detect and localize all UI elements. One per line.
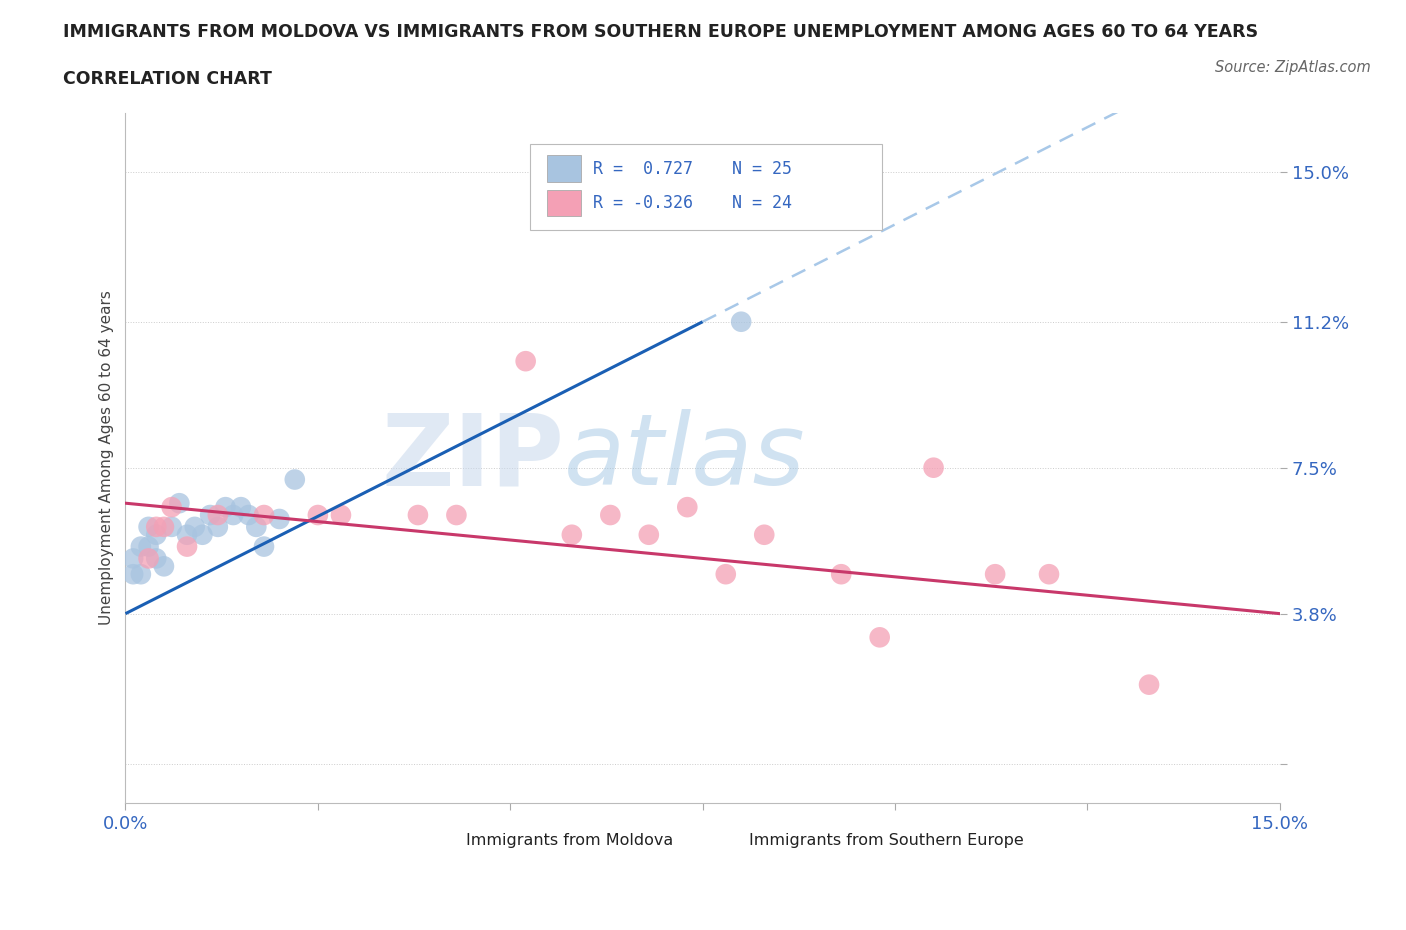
Point — [330, 508, 353, 523]
Point — [184, 520, 207, 535]
Text: ZIP: ZIP — [381, 409, 564, 506]
Point — [153, 520, 176, 535]
Text: CORRELATION CHART: CORRELATION CHART — [63, 70, 273, 87]
Point — [138, 539, 160, 554]
Point — [253, 508, 276, 523]
Point — [284, 472, 307, 487]
Text: atlas: atlas — [564, 409, 806, 506]
Point — [245, 520, 267, 535]
Point — [160, 499, 183, 514]
Point — [145, 551, 167, 565]
FancyBboxPatch shape — [530, 144, 882, 230]
Point — [214, 499, 236, 514]
Point — [730, 314, 752, 329]
Point — [1038, 566, 1060, 581]
Point — [599, 508, 621, 523]
Text: Source: ZipAtlas.com: Source: ZipAtlas.com — [1215, 60, 1371, 75]
Point — [138, 551, 160, 565]
Point — [515, 353, 537, 368]
Point — [1137, 677, 1160, 692]
Text: R =  0.727: R = 0.727 — [593, 160, 693, 178]
Point — [229, 499, 252, 514]
Point — [198, 508, 221, 523]
FancyBboxPatch shape — [432, 830, 457, 851]
Point — [153, 559, 176, 574]
Point — [138, 520, 160, 535]
Text: N = 24: N = 24 — [731, 194, 792, 212]
Point — [176, 539, 198, 554]
Point — [145, 520, 167, 535]
Point — [129, 539, 152, 554]
Point — [561, 527, 583, 542]
Point — [307, 508, 329, 523]
Point — [191, 527, 214, 542]
Text: N = 25: N = 25 — [731, 160, 792, 178]
Text: IMMIGRANTS FROM MOLDOVA VS IMMIGRANTS FROM SOUTHERN EUROPE UNEMPLOYMENT AMONG AG: IMMIGRANTS FROM MOLDOVA VS IMMIGRANTS FR… — [63, 23, 1258, 41]
FancyBboxPatch shape — [714, 830, 740, 851]
Point — [676, 499, 699, 514]
FancyBboxPatch shape — [547, 190, 582, 216]
Point — [222, 508, 245, 523]
Point — [129, 566, 152, 581]
Point — [238, 508, 260, 523]
Point — [145, 527, 167, 542]
Point — [176, 527, 198, 542]
Point — [122, 566, 145, 581]
Point — [637, 527, 659, 542]
Point — [169, 496, 191, 511]
Text: R = -0.326: R = -0.326 — [593, 194, 693, 212]
Text: Immigrants from Moldova: Immigrants from Moldova — [465, 833, 673, 848]
Point — [922, 460, 945, 475]
Point — [869, 630, 891, 644]
Point — [160, 520, 183, 535]
Point — [253, 539, 276, 554]
Point — [714, 566, 737, 581]
Point — [122, 551, 145, 565]
Point — [406, 508, 429, 523]
Point — [754, 527, 776, 542]
Text: Immigrants from Southern Europe: Immigrants from Southern Europe — [749, 833, 1024, 848]
Point — [984, 566, 1007, 581]
FancyBboxPatch shape — [547, 155, 582, 181]
Point — [446, 508, 468, 523]
Y-axis label: Unemployment Among Ages 60 to 64 years: Unemployment Among Ages 60 to 64 years — [100, 290, 114, 625]
Point — [830, 566, 852, 581]
Point — [207, 508, 229, 523]
Point — [269, 512, 291, 526]
Point — [207, 520, 229, 535]
